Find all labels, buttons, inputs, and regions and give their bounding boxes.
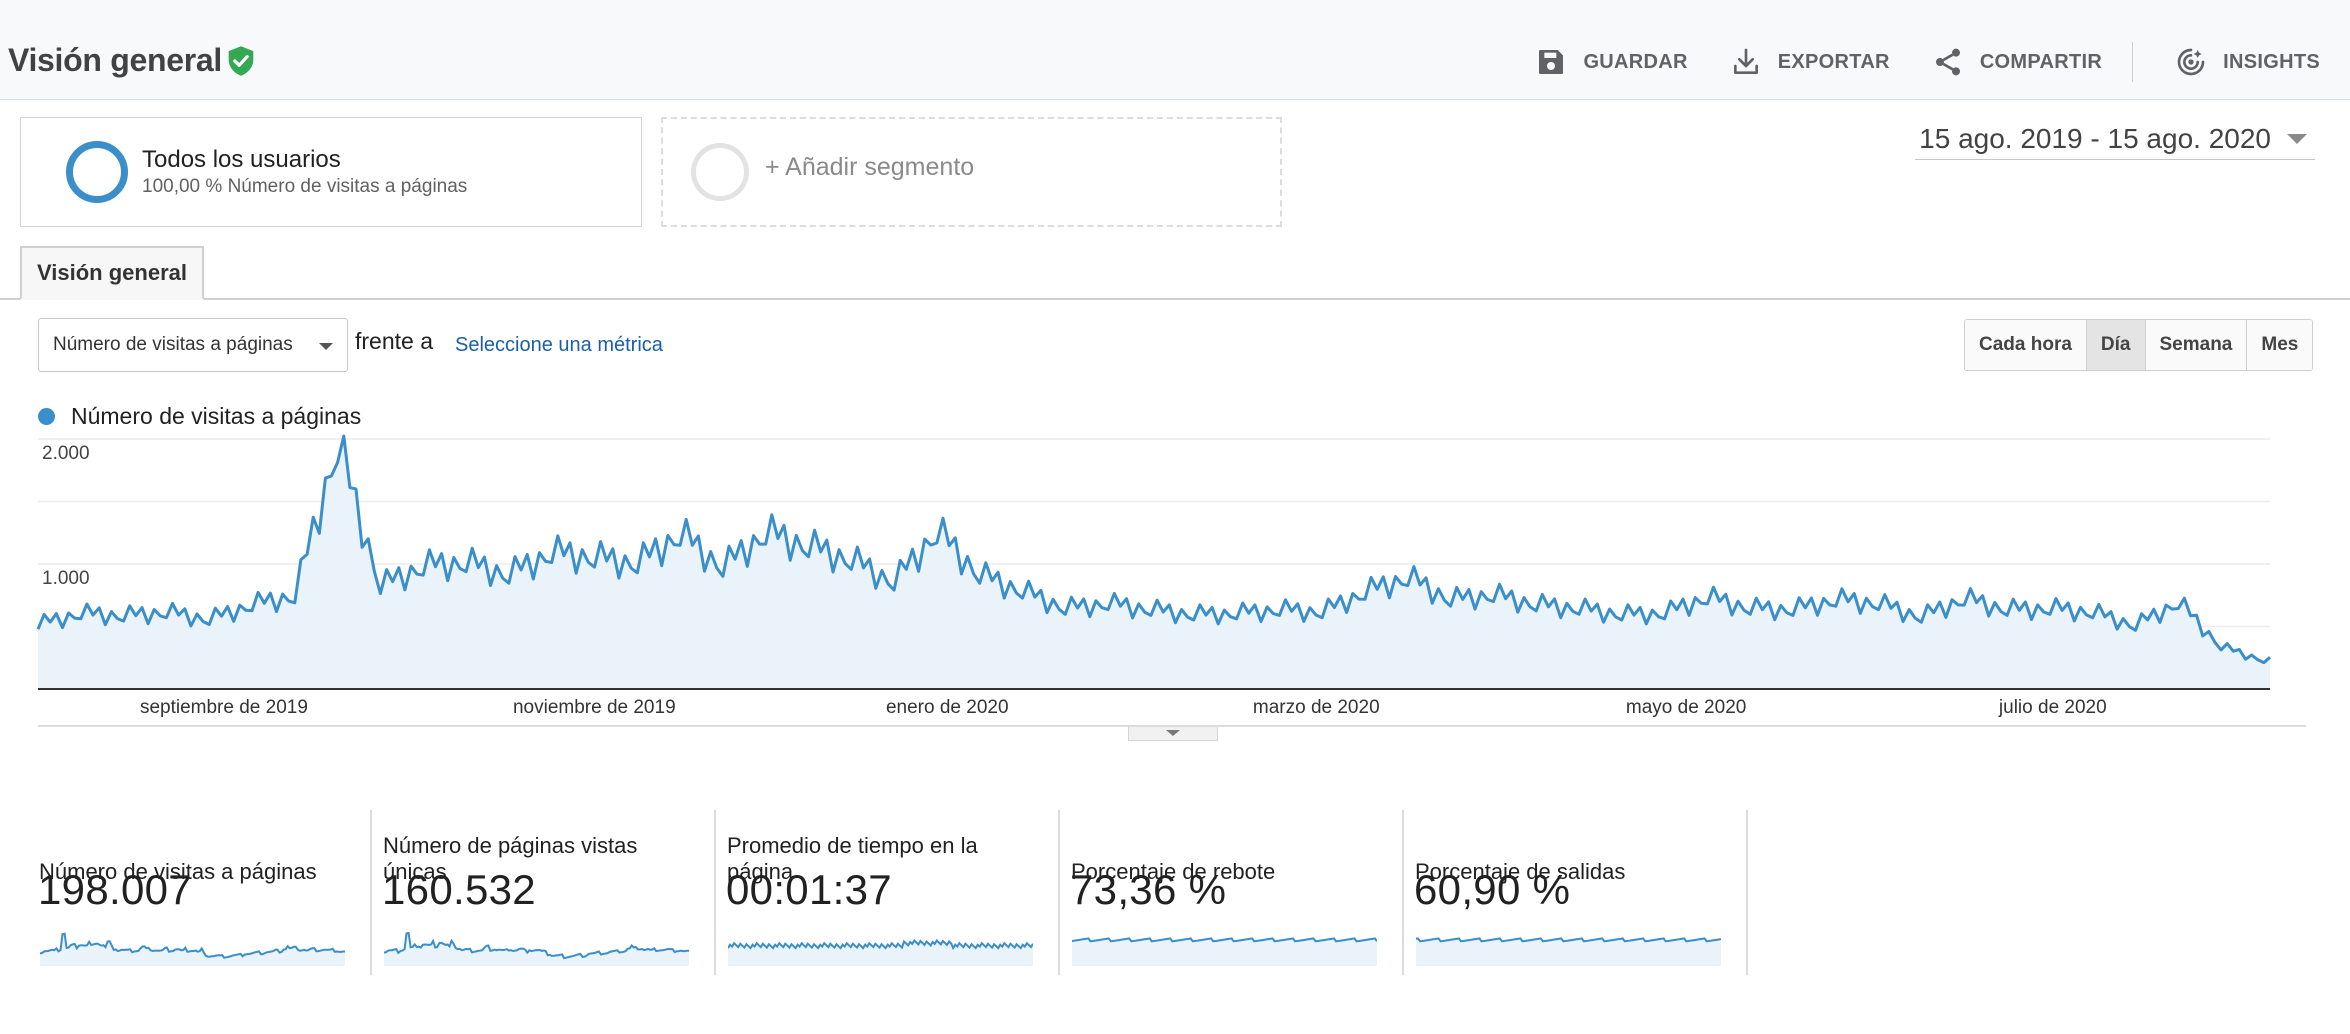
header-actions: GUARDAR EXPORTAR COMPARTIR [1493,42,2320,82]
x-tick-label: septiembre de 2019 [140,697,308,718]
x-tick-label: mayo de 2020 [1626,697,1746,718]
sparkline-line [40,932,345,959]
save-icon [1539,50,1564,74]
chevron-down-icon [2287,133,2307,144]
date-range-picker[interactable]: 15 ago. 2019 - 15 ago. 2020 [1915,118,2315,160]
add-segment-button[interactable]: + Añadir segmento [661,117,1282,227]
report-header: Visión general GUARDAR EXPORTAR [0,0,2350,100]
export-label: EXPORTAR [1777,50,1890,73]
scorecard-unique-pageviews[interactable]: Número de páginas vistas únicas 160.532 [372,810,716,975]
scorecard-label: Número de visitas a páginas [39,859,317,884]
series-area [38,436,2270,689]
scorecard-sparkline [728,938,1033,966]
select-metric-link[interactable]: Seleccione una métrica [455,334,663,356]
x-tick-label: enero de 2020 [886,697,1009,718]
period-toggle: Cada hora Día Semana Mes [1964,319,2314,371]
period-month-button[interactable]: Mes [2247,320,2313,370]
segment-ring-icon [66,141,128,203]
sparkline-line [1072,937,1377,943]
scorecard-value: 198.007 [38,866,192,913]
scorecard-value: 73,36 % [1070,866,1227,913]
scorecard-exit-rate[interactable]: Porcentaje de salidas 60,90 % [1404,810,1748,975]
sparkline-area [1072,938,1377,966]
header-divider [2132,42,2134,82]
share-icon [1935,48,1960,76]
tab-overview[interactable]: Visión general [20,246,204,300]
scorecard-sparkline [40,932,345,966]
scorecard-label: Promedio de tiempo en la página [727,833,978,884]
sparkline-line [384,931,689,960]
scorecard-avg-time-on-page[interactable]: Promedio de tiempo en la página 00:01:37 [716,810,1060,975]
collapse-arrow-icon [1166,730,1180,740]
scorecard-sparkline [1072,937,1377,966]
scorecard-value: 60,90 % [1414,866,1571,913]
download-icon [1733,48,1758,74]
tab-divider [0,298,2350,300]
page-title: Visión general [8,42,222,78]
scorecard-value: 00:01:37 [726,866,892,913]
save-label: GUARDAR [1583,50,1688,73]
x-tick-label: julio de 2020 [1998,697,2107,718]
x-tick-label: noviembre de 2019 [513,697,676,718]
scorecard-sparkline [1416,937,1721,966]
scorecard-bounce-rate[interactable]: Porcentaje de rebote 73,36 % [1060,810,1404,975]
y-tick-label: 2.000 [42,443,90,464]
series-line [36,434,2271,665]
segment-title: Todos los usuarios [142,146,341,173]
period-hourly-button[interactable]: Cada hora [1965,320,2087,370]
legend-series-label: Número de visitas a páginas [71,403,362,429]
date-range-label: 15 ago. 2019 - 15 ago. 2020 [1919,122,2271,154]
collapse-chart-button[interactable] [1128,727,1218,741]
vs-label: frente a [355,328,433,354]
metric-dropdown[interactable]: Número de visitas a páginas [38,318,348,372]
sparkline-area [40,933,345,966]
scorecard-sparkline [384,931,689,966]
chart-legend: Número de visitas a páginas [38,403,361,430]
scorecard-pageviews[interactable]: Número de visitas a páginas 198.007 [28,810,372,975]
scorecard-value: 160.532 [382,866,536,913]
scorecard-label: Porcentaje de salidas [1415,859,1626,884]
insights-button[interactable]: INSIGHTS [2175,46,2320,78]
sparkline-area [384,933,689,966]
legend-dot [38,408,55,425]
add-segment-label: + Añadir segmento [765,153,975,181]
y-tick-label: 1.000 [42,568,90,589]
insights-label: INSIGHTS [2223,50,2320,73]
verified-shield-icon [228,46,254,76]
share-button[interactable]: COMPARTIR [1932,46,2102,78]
scorecards: Número de visitas a páginas 198.007 Núme… [28,810,1748,975]
sparkline-area [1416,938,1721,966]
period-day-button[interactable]: Día [2086,320,2146,370]
sparkline-line [728,938,1033,951]
scorecard-label: Número de páginas vistas únicas [383,833,638,884]
share-label: COMPARTIR [1979,50,2103,73]
save-button[interactable]: GUARDAR [1535,46,1687,78]
dropdown-caret-icon [319,343,333,350]
segment-subtitle: 100,00 % Número de visitas a páginas [142,176,468,197]
period-week-button[interactable]: Semana [2145,320,2248,370]
metric-dropdown-label: Número de visitas a páginas [53,334,293,355]
scorecard-label: Porcentaje de rebote [1071,859,1276,884]
sparkline-line [1416,937,1721,943]
x-tick-label: marzo de 2020 [1253,697,1380,718]
export-button[interactable]: EXPORTAR [1730,46,1890,78]
segment-all-users[interactable]: Todos los usuarios 100,00 % Número de vi… [20,117,642,227]
insights-icon [2177,48,2205,76]
empty-segment-ring-icon [691,143,749,201]
pageviews-line-chart[interactable]: 2.000 1.000 septiembre de 2019 noviembre de… [0,430,2350,740]
